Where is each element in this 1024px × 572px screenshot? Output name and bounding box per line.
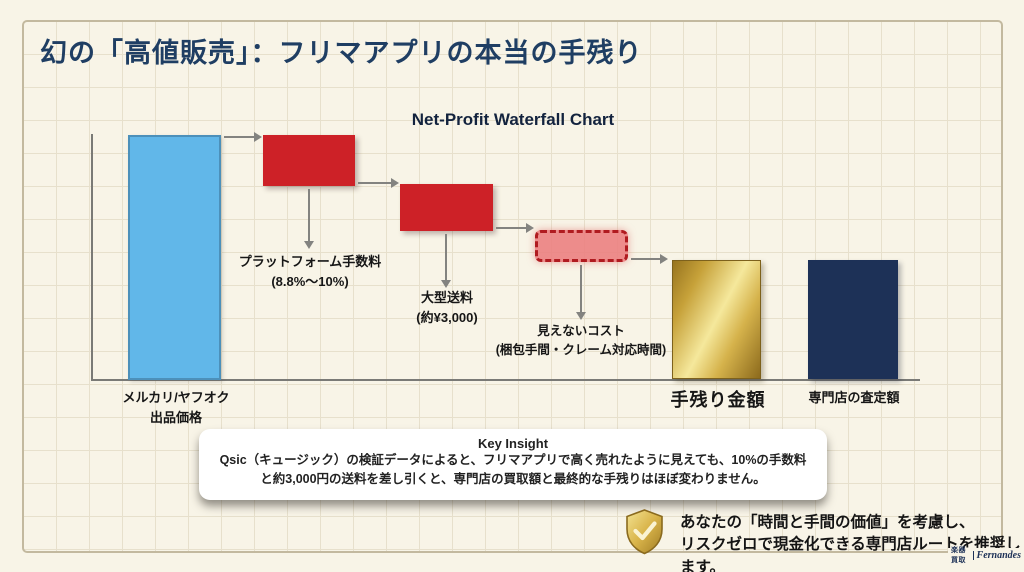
bar-store-appraisal <box>808 260 898 379</box>
brand-logo-divider <box>972 550 974 560</box>
flow-arrow-right-icon <box>358 178 399 188</box>
label-net-remaining: 手残り金額 <box>670 390 766 410</box>
key-insight-heading: Key Insight <box>477 436 549 451</box>
brand-logo: 楽器買取 Fernandes <box>948 547 1024 564</box>
callout-arrow-down-icon <box>441 234 451 288</box>
label-platform-fee: プラットフォーム手数料 (8.8%〜10%) <box>238 254 382 289</box>
bar-platform-fee <box>263 135 355 186</box>
flow-arrow-right-icon <box>224 132 262 142</box>
label-listing-price: メルカリ/ヤフオク 出品価格 <box>122 390 230 425</box>
brand-logo-kanji: 楽器買取 <box>951 547 966 564</box>
bar-listing-price <box>128 135 221 380</box>
shield-check-icon <box>621 508 668 555</box>
callout-arrow-down-icon <box>304 189 314 249</box>
x-baseline <box>91 379 920 381</box>
bar-net-remaining <box>672 260 761 379</box>
label-store-appraisal: 専門店の査定額 <box>808 390 900 405</box>
flow-arrow-right-icon <box>631 254 668 264</box>
page-title: 幻の「高値販売」：フリマアプリの本当の手残り <box>40 38 643 68</box>
key-insight-card: Key Insight Qsic（キュージック）の検証データによると、フリマアプ… <box>199 429 827 500</box>
recommendation-text: あなたの「時間と手間の価値」を考慮し、 リスクゼロで現金化できる専門店ルートを推… <box>680 514 1021 572</box>
label-hidden-cost: 見えないコスト (梱包手間・クレーム対応時間) <box>495 324 667 357</box>
chart-title: Net-Profit Waterfall Chart <box>411 110 615 129</box>
label-shipping-fee: 大型送料 (約¥3,000) <box>416 290 478 325</box>
key-insight-body: Qsic（キュージック）の検証データによると、フリマアプリで高く売れたように見え… <box>219 453 807 487</box>
bar-shipping-fee <box>400 184 493 231</box>
y-axis-line <box>91 134 93 381</box>
bar-hidden-cost <box>535 230 628 262</box>
brand-logo-name: Fernandes <box>976 549 1021 561</box>
flow-arrow-right-icon <box>496 223 534 233</box>
callout-arrow-down-icon <box>576 265 586 320</box>
